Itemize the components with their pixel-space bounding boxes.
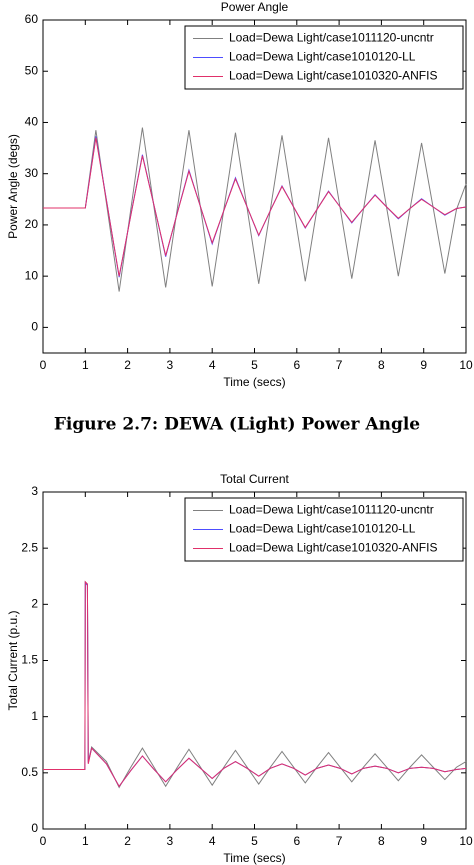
x-tick-label: 2 bbox=[124, 834, 131, 848]
y-axis-label: Total Current (p.u.) bbox=[6, 610, 20, 710]
y-axis-label: Power Angle (degs) bbox=[6, 134, 20, 239]
legend-box bbox=[184, 497, 464, 562]
series-line bbox=[43, 580, 467, 788]
y-tick-label: 2 bbox=[31, 597, 38, 611]
x-tick-label: 4 bbox=[209, 358, 216, 372]
x-tick-label: 1 bbox=[82, 358, 89, 372]
y-tick-label: 3 bbox=[31, 484, 38, 498]
x-tick-label: 3 bbox=[167, 834, 174, 848]
y-tick-label: 50 bbox=[25, 63, 39, 77]
x-tick-label: 1 bbox=[82, 834, 89, 848]
y-tick-label: 1 bbox=[31, 709, 38, 723]
x-tick-label: 10 bbox=[459, 834, 473, 848]
series-line bbox=[43, 580, 467, 789]
x-tick-label: 7 bbox=[336, 834, 343, 848]
legend-label: Load=Dewa Light/case1011120-uncntr bbox=[229, 31, 434, 45]
y-tick-label: 60 bbox=[25, 12, 39, 26]
legend-label: Load=Dewa Light/case1010120-LL bbox=[229, 522, 416, 536]
x-tick-label: 0 bbox=[40, 834, 47, 848]
chart-title: Total Current bbox=[220, 472, 289, 486]
x-tick-label: 6 bbox=[293, 834, 300, 848]
y-tick-label: 0.5 bbox=[21, 765, 38, 779]
x-tick-label: 3 bbox=[167, 358, 174, 372]
x-tick-label: 5 bbox=[251, 358, 258, 372]
legend-label: Load=Dewa Light/case1010120-LL bbox=[229, 50, 416, 64]
x-tick-label: 5 bbox=[251, 834, 258, 848]
x-tick-label: 9 bbox=[420, 358, 427, 372]
series-line bbox=[43, 137, 467, 277]
x-tick-label: 2 bbox=[124, 358, 131, 372]
x-tick-label: 6 bbox=[293, 358, 300, 372]
x-tick-label: 0 bbox=[40, 358, 47, 372]
legend-label: Load=Dewa Light/case1011120-uncntr bbox=[229, 503, 434, 517]
y-tick-label: 30 bbox=[25, 166, 39, 180]
y-tick-label: 0 bbox=[31, 821, 38, 835]
y-tick-label: 1.5 bbox=[21, 653, 38, 667]
x-tick-label: 8 bbox=[378, 834, 385, 848]
legend-box bbox=[184, 25, 464, 90]
x-tick-label: 10 bbox=[459, 358, 473, 372]
plot-frame bbox=[42, 491, 467, 830]
x-axis-label: Time (secs) bbox=[223, 375, 285, 389]
y-tick-label: 20 bbox=[25, 217, 39, 231]
chart-title: Power Angle bbox=[221, 0, 289, 14]
x-tick-label: 4 bbox=[209, 834, 216, 848]
legend-label: Load=Dewa Light/case1010320-ANFIS bbox=[229, 69, 437, 83]
x-axis-label: Time (secs) bbox=[223, 851, 285, 865]
legend-label: Load=Dewa Light/case1010320-ANFIS bbox=[229, 541, 437, 555]
y-tick-label: 10 bbox=[25, 268, 39, 282]
y-tick-label: 40 bbox=[25, 115, 39, 129]
plot-frame bbox=[42, 19, 467, 354]
figure-caption: Figure 2.7: DEWA (Light) Power Angle bbox=[54, 415, 420, 435]
x-tick-label: 8 bbox=[378, 358, 385, 372]
x-tick-label: 9 bbox=[420, 834, 427, 848]
y-tick-label: 0 bbox=[31, 320, 38, 334]
x-tick-label: 7 bbox=[336, 358, 343, 372]
y-tick-label: 2.5 bbox=[21, 540, 38, 554]
